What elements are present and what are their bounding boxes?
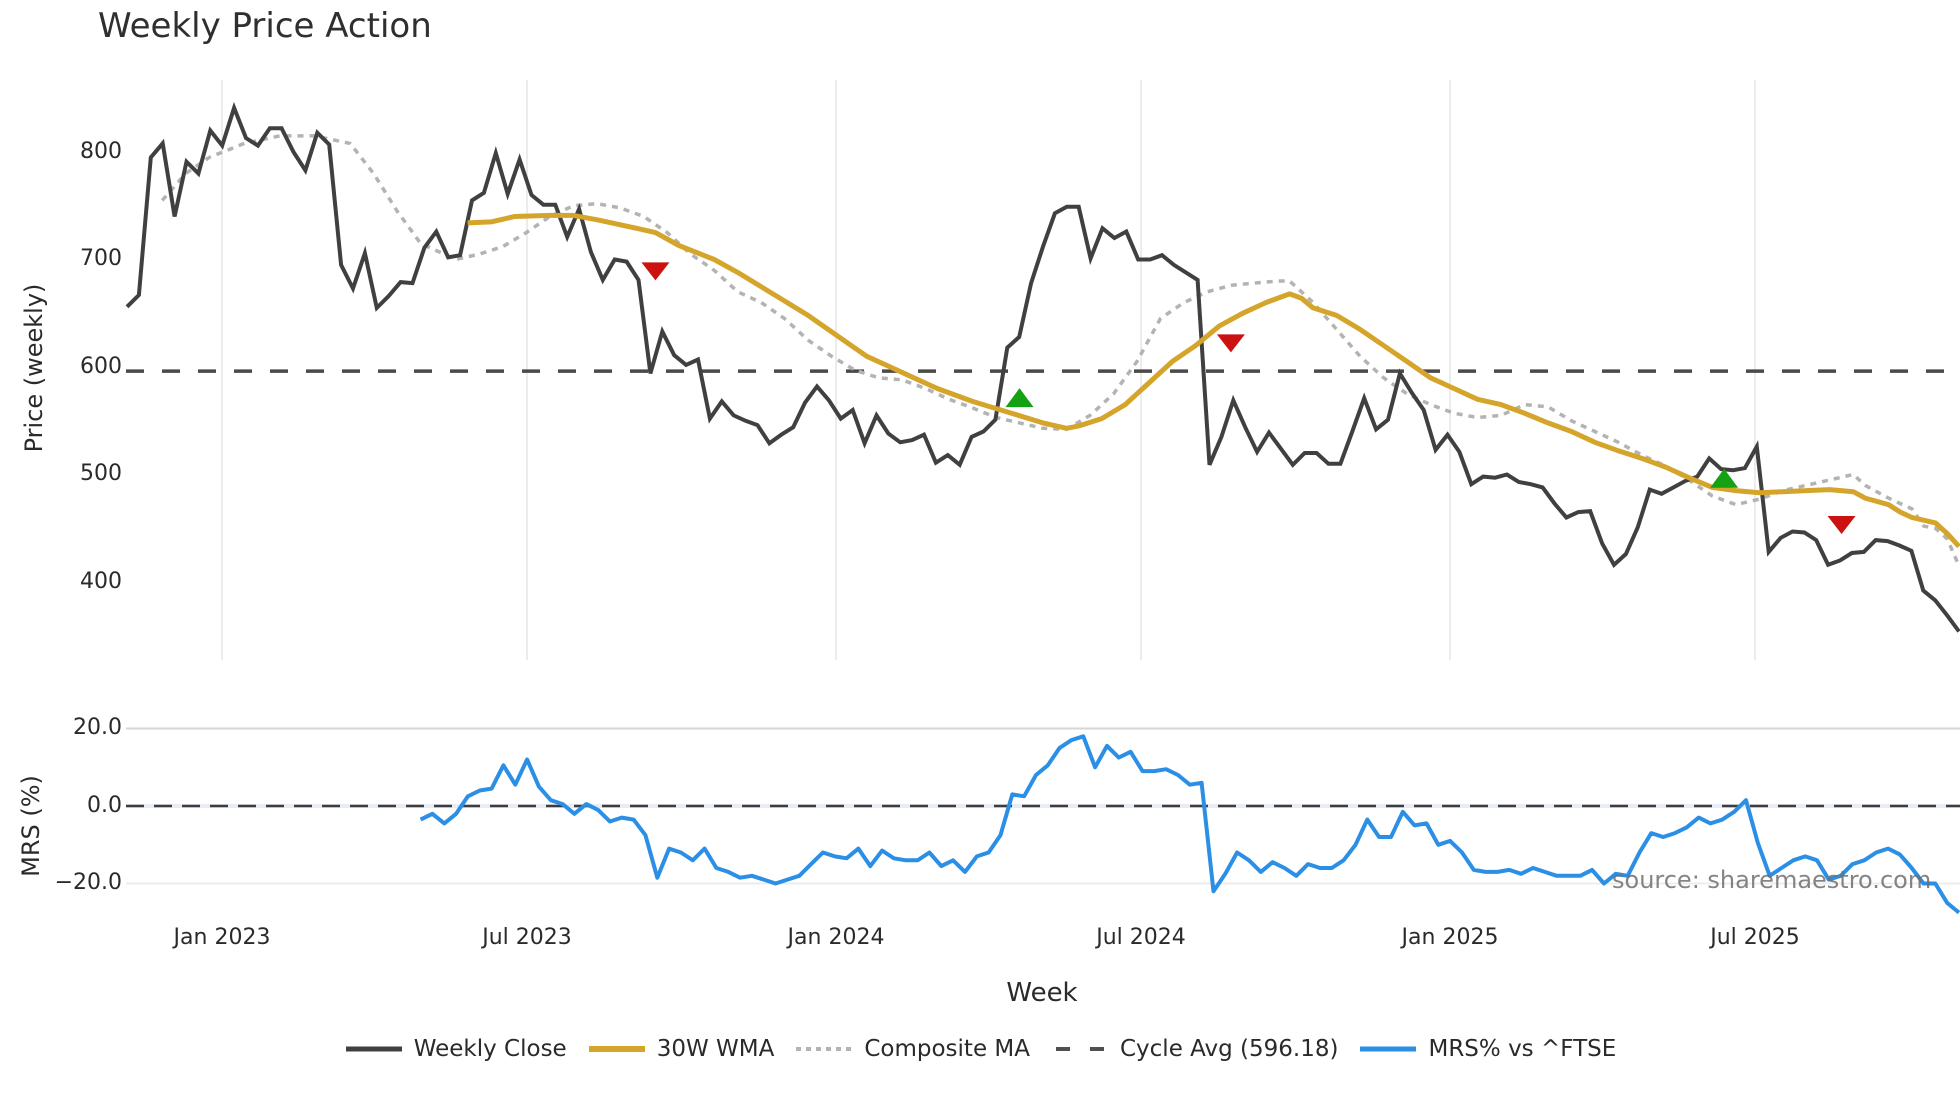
x-tick-jan-2023: Jan 2023 <box>173 925 271 950</box>
dashed-line-swatch-icon <box>1055 1047 1106 1051</box>
solid-line-swatch-icon <box>345 1046 402 1052</box>
x-tick-jul-2024: Jul 2024 <box>1096 925 1186 950</box>
sell-signal-triangle-down-icon <box>641 262 670 281</box>
x-tick-jul-2025: Jul 2025 <box>1710 925 1800 950</box>
legend-item-weekly-close[interactable]: Weekly Close <box>344 1036 567 1062</box>
mrs-line <box>419 734 1960 915</box>
legend-item-cycle-avg[interactable]: Cycle Avg (596.18) <box>1050 1036 1339 1062</box>
mrs-panel-series <box>419 734 1960 915</box>
price-tick-500: 500 <box>80 461 122 486</box>
mrs-axis-title: MRS (%) <box>17 775 45 877</box>
dotted-line-swatch-icon <box>796 1047 853 1051</box>
legend-label: MRS% vs ^FTSE <box>1428 1036 1617 1062</box>
buy-signal-triangle-up-icon <box>1710 468 1739 488</box>
x-axis-title: Week <box>1006 978 1078 1008</box>
legend: Weekly Close 30W WMA Composite MA Cycle … <box>0 1036 1960 1062</box>
composite-ma-line <box>160 134 1960 567</box>
solid-line-swatch-icon <box>1360 1046 1417 1052</box>
price-tick-600: 600 <box>80 354 122 379</box>
mrs-tick-0: 0.0 <box>87 793 122 818</box>
legend-item-mrs[interactable]: MRS% vs ^FTSE <box>1358 1036 1616 1062</box>
price-tick-700: 700 <box>80 246 122 271</box>
price-axis-title: Price (weekly) <box>20 283 48 453</box>
price-panel-series <box>125 101 1960 633</box>
solid-line-swatch-icon <box>588 1046 645 1052</box>
legend-item-30w-wma[interactable]: 30W WMA <box>587 1036 775 1062</box>
legend-label: Cycle Avg (596.18) <box>1119 1036 1339 1062</box>
legend-item-composite-ma[interactable]: Composite MA <box>794 1036 1030 1062</box>
x-tick-jan-2025: Jan 2025 <box>1401 925 1499 950</box>
mrs-tick-minus20: −20.0 <box>54 870 122 895</box>
legend-label: 30W WMA <box>656 1036 775 1062</box>
weekly-close-line <box>125 101 1960 633</box>
price-tick-800: 800 <box>80 139 122 164</box>
source-watermark: source: sharemaestro.com <box>1612 866 1932 894</box>
chart-title: Weekly Price Action <box>98 6 432 46</box>
mrs-tick-20: 20.0 <box>73 715 122 740</box>
mrs-panel-gridlines <box>126 727 1960 885</box>
sell-signal-triangle-down-icon <box>1216 334 1245 353</box>
x-tick-jan-2024: Jan 2024 <box>787 925 885 950</box>
signal-markers <box>641 262 1856 535</box>
sell-signal-triangle-down-icon <box>1827 516 1856 535</box>
buy-signal-triangle-up-icon <box>1005 388 1034 408</box>
legend-label: Composite MA <box>864 1036 1030 1062</box>
x-tick-jul-2023: Jul 2023 <box>482 925 572 950</box>
price-tick-400: 400 <box>80 569 122 594</box>
legend-label: Weekly Close <box>413 1036 567 1062</box>
wma-30w-line <box>467 212 1960 549</box>
